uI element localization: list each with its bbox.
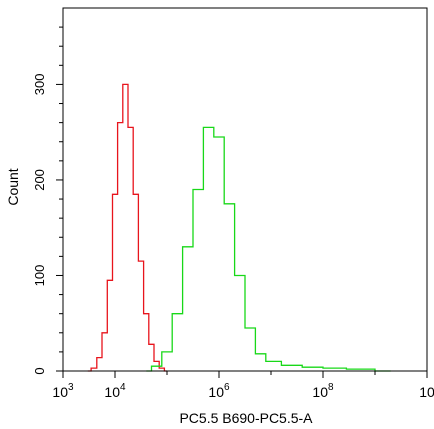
green-histogram-series — [146, 126, 391, 372]
y-tick-label: 0 — [32, 367, 47, 374]
y-tick-label: 200 — [32, 169, 47, 191]
x-tick-label: 106 — [208, 382, 230, 400]
x-tick-label: 104 — [104, 382, 126, 400]
series-line — [146, 126, 391, 372]
x-tick-label: 103 — [52, 382, 74, 400]
x-axis-title: PC5.5 B690-PC5.5-A — [179, 410, 313, 426]
series-line — [87, 83, 167, 372]
y-axis-title: Count — [5, 168, 21, 205]
red-histogram-series — [87, 83, 167, 372]
x-axis: 103 104 106 108 10 — [52, 371, 434, 400]
x-tick-label: 108 — [312, 382, 334, 400]
plot-frame — [62, 7, 428, 372]
y-tick-label: 300 — [32, 74, 47, 96]
x-tick-label: 10 — [419, 384, 434, 400]
y-tick-label: 100 — [32, 265, 47, 287]
y-axis: 0 100 200 300 — [32, 26, 63, 375]
